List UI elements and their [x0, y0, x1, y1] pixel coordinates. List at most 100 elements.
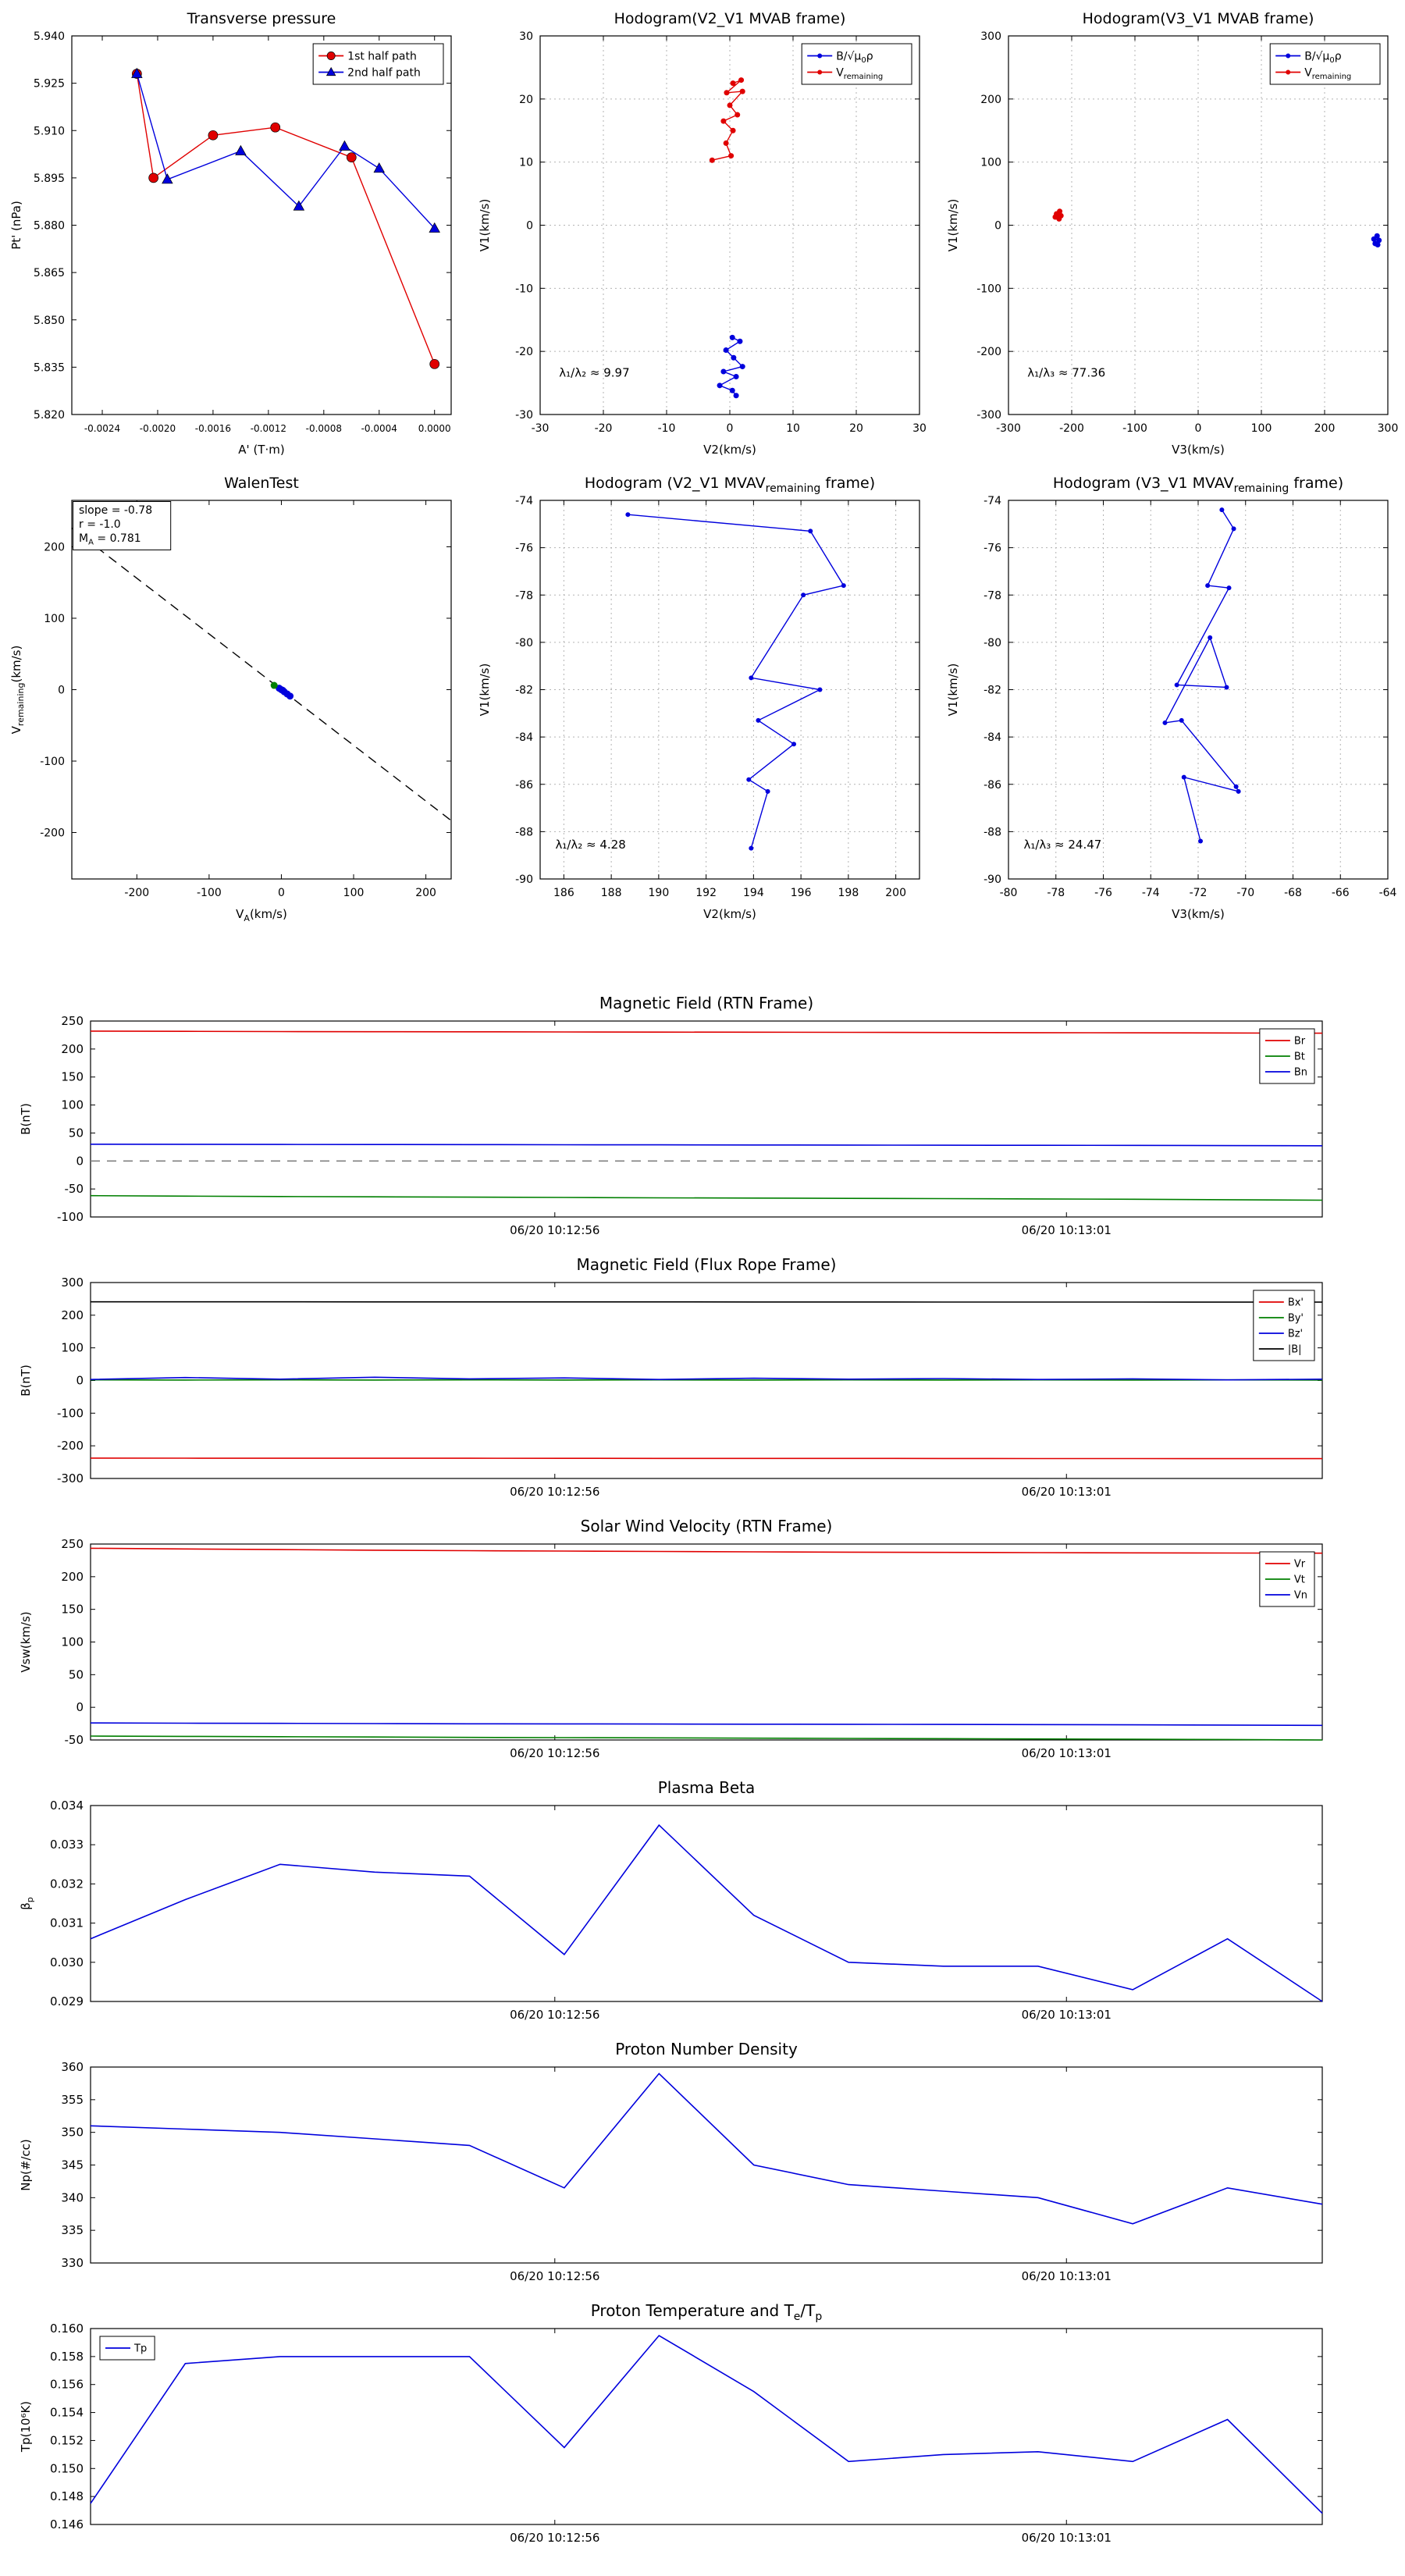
svg-text:MA = 0.781: MA = 0.781: [79, 532, 141, 547]
svg-text:200: 200: [61, 1570, 84, 1584]
chart-magnetic-field-rtn: 06/20 10:12:56 06/20 10:13:01 -100 -50 0 50 10…: [0, 990, 1405, 1251]
svg-text:0: 0: [76, 1700, 84, 1714]
svg-text:-64: -64: [1379, 887, 1397, 899]
svg-text:06/20 10:12:56: 06/20 10:12:56: [510, 1485, 599, 1499]
svg-text:10: 10: [519, 157, 533, 169]
svg-text:-90: -90: [984, 873, 1001, 886]
svg-text:360: 360: [61, 2060, 84, 2074]
svg-text:βp: βp: [19, 1897, 35, 1910]
svg-text:λ₁/λ₃ ≈ 77.36: λ₁/λ₃ ≈ 77.36: [1027, 366, 1105, 380]
svg-text:Hodogram (V2_V1 MVAVremaining: Hodogram (V2_V1 MVAVremaining frame): [585, 475, 875, 495]
svg-text:-20: -20: [595, 422, 613, 435]
svg-text:-80: -80: [515, 637, 533, 649]
svg-text:-78: -78: [515, 589, 533, 602]
svg-text:194: 194: [743, 887, 764, 899]
chart-proton-number-density: 06/20 10:12:56 06/20 10:13:01 330 335 340 345…: [0, 2036, 1405, 2297]
svg-text:By': By': [1288, 1313, 1304, 1325]
svg-text:λ₁/λ₃ ≈ 24.47: λ₁/λ₃ ≈ 24.47: [1023, 838, 1101, 852]
svg-text:150: 150: [61, 1070, 84, 1084]
svg-text:VA(km/s): VA(km/s): [236, 907, 287, 923]
svg-text:5.880: 5.880: [34, 220, 65, 233]
svg-text:-300: -300: [57, 1471, 84, 1485]
svg-text:Vt: Vt: [1294, 1574, 1305, 1586]
chart-hodogram-v2v1-mvav: 186 188 190 192 194 196 198 200 -90 -88 -86 -84 -82 -…: [468, 464, 937, 929]
svg-text:r = -1.0: r = -1.0: [79, 518, 121, 531]
svg-text:06/20 10:12:56: 06/20 10:12:56: [510, 1223, 599, 1237]
svg-text:06/20 10:12:56: 06/20 10:12:56: [510, 1746, 599, 1760]
svg-text:Hodogram(V2_V1 MVAB frame): Hodogram(V2_V1 MVAB frame): [614, 10, 846, 27]
svg-text:0.150: 0.150: [50, 2461, 84, 2475]
svg-text:|B|: |B|: [1288, 1344, 1302, 1356]
svg-text:Tp(10⁶K): Tp(10⁶K): [19, 2401, 33, 2453]
svg-text:06/20 10:13:01: 06/20 10:13:01: [1022, 1485, 1112, 1499]
svg-text:06/20 10:12:56: 06/20 10:12:56: [510, 2531, 599, 2545]
svg-text:-78: -78: [1047, 887, 1065, 899]
svg-text:5.925: 5.925: [34, 78, 65, 91]
svg-text:-100: -100: [57, 1406, 84, 1420]
svg-text:0: 0: [727, 422, 734, 435]
svg-text:Proton Temperature and Te/Tp: Proton Temperature and Te/Tp: [591, 2301, 823, 2323]
svg-text:06/20 10:13:01: 06/20 10:13:01: [1022, 2008, 1112, 2022]
svg-text:-74: -74: [515, 495, 533, 507]
svg-text:0.031: 0.031: [50, 1916, 84, 1930]
svg-text:50: 50: [69, 1667, 84, 1681]
svg-text:0.029: 0.029: [50, 1994, 84, 2008]
svg-text:Bx': Bx': [1288, 1297, 1304, 1309]
svg-text:Bt: Bt: [1294, 1051, 1305, 1063]
hodogram-grid: -0.0024 -0.0020 -0.0016 -0.0012 -0.0008 -0.00…: [0, 0, 1405, 929]
svg-text:-86: -86: [515, 779, 533, 792]
svg-text:V1(km/s): V1(km/s): [946, 199, 960, 252]
svg-text:0.032: 0.032: [50, 1877, 84, 1891]
chart-walen-test: -200 -100 0 100 200 -200 -100 0 100 200 WalenTest V…: [0, 464, 468, 929]
svg-text:100: 100: [1251, 422, 1272, 435]
chart-solar-wind-velocity: 06/20 10:12:56 06/20 10:13:01 -50 0 50 100 150…: [0, 1513, 1405, 1774]
svg-text:Br: Br: [1294, 1036, 1306, 1048]
svg-text:5.820: 5.820: [34, 409, 65, 422]
chart-proton-temperature: 06/20 10:12:56 06/20 10:13:01 0.146 0.148 0.…: [0, 2297, 1405, 2559]
svg-text:190: 190: [649, 887, 670, 899]
svg-text:Tp: Tp: [133, 2343, 147, 2355]
svg-text:250: 250: [61, 1537, 84, 1551]
svg-text:0.0000: 0.0000: [418, 423, 451, 434]
svg-text:Bz': Bz': [1288, 1329, 1303, 1340]
svg-text:200: 200: [415, 887, 436, 899]
svg-text:-72: -72: [1190, 887, 1208, 899]
svg-text:-84: -84: [984, 731, 1001, 744]
svg-text:Vremaining: Vremaining: [1304, 67, 1351, 82]
svg-text:-90: -90: [515, 873, 533, 886]
svg-text:-0.0020: -0.0020: [140, 423, 176, 434]
svg-text:-86: -86: [984, 779, 1001, 792]
svg-text:196: 196: [791, 887, 812, 899]
svg-text:-50: -50: [65, 1733, 84, 1747]
svg-text:V3(km/s): V3(km/s): [1172, 443, 1225, 457]
svg-text:-100: -100: [1122, 422, 1147, 435]
svg-text:-200: -200: [1059, 422, 1084, 435]
svg-text:192: 192: [695, 887, 717, 899]
svg-text:-76: -76: [515, 543, 533, 555]
svg-text:0.030: 0.030: [50, 1955, 84, 1969]
svg-text:20: 20: [519, 94, 533, 106]
svg-text:Solar Wind Velocity (RTN Frame: Solar Wind Velocity (RTN Frame): [581, 1517, 833, 1535]
svg-text:0: 0: [278, 887, 285, 899]
svg-text:Bn: Bn: [1294, 1067, 1307, 1079]
svg-text:20: 20: [849, 422, 863, 435]
svg-text:λ₁/λ₂ ≈ 9.97: λ₁/λ₂ ≈ 9.97: [559, 366, 629, 380]
svg-text:06/20 10:13:01: 06/20 10:13:01: [1022, 2531, 1112, 2545]
svg-text:345: 345: [61, 2158, 84, 2172]
svg-text:06/20 10:13:01: 06/20 10:13:01: [1022, 1223, 1112, 1237]
svg-text:-88: -88: [984, 826, 1001, 838]
svg-text:2nd half path: 2nd half path: [347, 67, 421, 80]
svg-text:Vr: Vr: [1294, 1559, 1306, 1571]
chart-transverse-pressure: -0.0024 -0.0020 -0.0016 -0.0012 -0.0008 -0.00…: [0, 0, 468, 464]
svg-text:30: 30: [912, 422, 927, 435]
svg-text:V1(km/s): V1(km/s): [478, 664, 492, 717]
svg-text:100: 100: [343, 887, 365, 899]
svg-text:100: 100: [61, 1635, 84, 1649]
svg-text:-30: -30: [515, 409, 533, 422]
svg-text:0.154: 0.154: [50, 2406, 84, 2420]
svg-text:Vn: Vn: [1294, 1590, 1307, 1602]
svg-text:V2(km/s): V2(km/s): [703, 443, 756, 457]
svg-text:-76: -76: [984, 543, 1001, 555]
svg-text:Np(#/cc): Np(#/cc): [19, 2139, 33, 2191]
svg-text:100: 100: [980, 157, 1001, 169]
